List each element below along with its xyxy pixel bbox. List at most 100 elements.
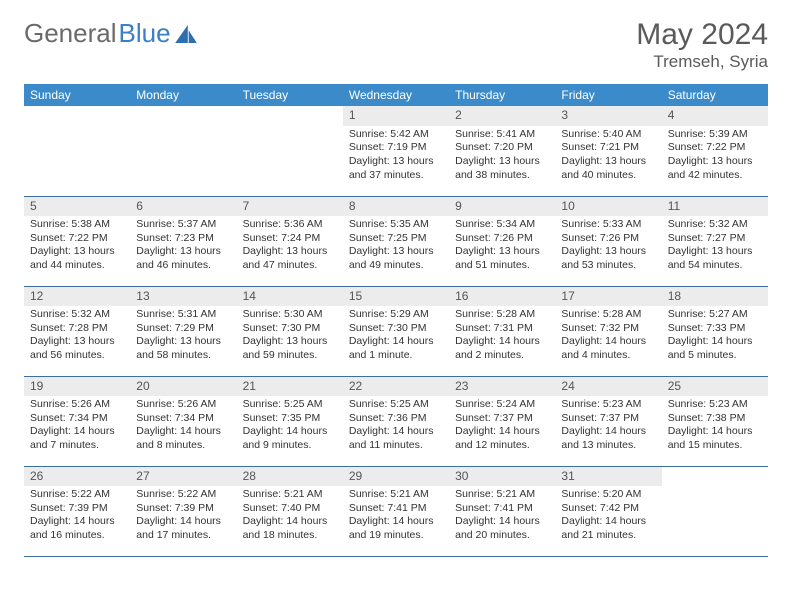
sunset-line: Sunset: 7:24 PM: [243, 232, 337, 246]
calendar-row: 26Sunrise: 5:22 AMSunset: 7:39 PMDayligh…: [24, 466, 768, 556]
daylight-line: Daylight: 14 hours and 4 minutes.: [561, 335, 655, 362]
daylight-line: Daylight: 14 hours and 19 minutes.: [349, 515, 443, 542]
brand-part2: Blue: [119, 18, 171, 49]
month-title: May 2024: [636, 18, 768, 52]
day-body: Sunrise: 5:38 AMSunset: 7:22 PMDaylight:…: [24, 216, 130, 277]
sunset-line: Sunset: 7:22 PM: [668, 141, 762, 155]
calendar-cell: [130, 106, 236, 196]
sunset-line: Sunset: 7:39 PM: [136, 502, 230, 516]
calendar-cell: 8Sunrise: 5:35 AMSunset: 7:25 PMDaylight…: [343, 196, 449, 286]
calendar-cell: 2Sunrise: 5:41 AMSunset: 7:20 PMDaylight…: [449, 106, 555, 196]
daylight-line: Daylight: 14 hours and 18 minutes.: [243, 515, 337, 542]
calendar-cell: 19Sunrise: 5:26 AMSunset: 7:34 PMDayligh…: [24, 376, 130, 466]
day-body: Sunrise: 5:28 AMSunset: 7:31 PMDaylight:…: [449, 306, 555, 367]
sunset-line: Sunset: 7:32 PM: [561, 322, 655, 336]
calendar-cell: 25Sunrise: 5:23 AMSunset: 7:38 PMDayligh…: [662, 376, 768, 466]
sunset-line: Sunset: 7:29 PM: [136, 322, 230, 336]
day-number: 10: [555, 197, 661, 217]
sunrise-line: Sunrise: 5:30 AM: [243, 308, 337, 322]
calendar-cell: 1Sunrise: 5:42 AMSunset: 7:19 PMDaylight…: [343, 106, 449, 196]
sunset-line: Sunset: 7:28 PM: [30, 322, 124, 336]
calendar-row: 5Sunrise: 5:38 AMSunset: 7:22 PMDaylight…: [24, 196, 768, 286]
day-number: 11: [662, 197, 768, 217]
sunrise-line: Sunrise: 5:36 AM: [243, 218, 337, 232]
day-number: 19: [24, 377, 130, 397]
day-body: Sunrise: 5:37 AMSunset: 7:23 PMDaylight:…: [130, 216, 236, 277]
calendar-cell: 5Sunrise: 5:38 AMSunset: 7:22 PMDaylight…: [24, 196, 130, 286]
calendar-cell: 29Sunrise: 5:21 AMSunset: 7:41 PMDayligh…: [343, 466, 449, 556]
day-number: 9: [449, 197, 555, 217]
sunset-line: Sunset: 7:27 PM: [668, 232, 762, 246]
daylight-line: Daylight: 13 hours and 40 minutes.: [561, 155, 655, 182]
sunset-line: Sunset: 7:33 PM: [668, 322, 762, 336]
sunrise-line: Sunrise: 5:25 AM: [243, 398, 337, 412]
sunrise-line: Sunrise: 5:37 AM: [136, 218, 230, 232]
sunset-line: Sunset: 7:31 PM: [455, 322, 549, 336]
daylight-line: Daylight: 14 hours and 13 minutes.: [561, 425, 655, 452]
sunset-line: Sunset: 7:22 PM: [30, 232, 124, 246]
day-number: 20: [130, 377, 236, 397]
daylight-line: Daylight: 13 hours and 49 minutes.: [349, 245, 443, 272]
brand-logo: GeneralBlue: [24, 18, 197, 49]
sunset-line: Sunset: 7:38 PM: [668, 412, 762, 426]
sunrise-line: Sunrise: 5:40 AM: [561, 128, 655, 142]
daylight-line: Daylight: 14 hours and 12 minutes.: [455, 425, 549, 452]
sunrise-line: Sunrise: 5:27 AM: [668, 308, 762, 322]
daylight-line: Daylight: 14 hours and 17 minutes.: [136, 515, 230, 542]
sunset-line: Sunset: 7:35 PM: [243, 412, 337, 426]
sunrise-line: Sunrise: 5:28 AM: [561, 308, 655, 322]
calendar-cell: [237, 106, 343, 196]
day-number: 18: [662, 287, 768, 307]
sunrise-line: Sunrise: 5:38 AM: [30, 218, 124, 232]
weekday-header: Tuesday: [237, 84, 343, 106]
sunrise-line: Sunrise: 5:31 AM: [136, 308, 230, 322]
day-number: 23: [449, 377, 555, 397]
daylight-line: Daylight: 14 hours and 21 minutes.: [561, 515, 655, 542]
sunrise-line: Sunrise: 5:32 AM: [30, 308, 124, 322]
day-number: 21: [237, 377, 343, 397]
weekday-header: Saturday: [662, 84, 768, 106]
daylight-line: Daylight: 13 hours and 56 minutes.: [30, 335, 124, 362]
day-body: Sunrise: 5:23 AMSunset: 7:37 PMDaylight:…: [555, 396, 661, 457]
calendar-cell: 16Sunrise: 5:28 AMSunset: 7:31 PMDayligh…: [449, 286, 555, 376]
day-body: Sunrise: 5:26 AMSunset: 7:34 PMDaylight:…: [24, 396, 130, 457]
sail-icon: [175, 25, 197, 43]
calendar-cell: 26Sunrise: 5:22 AMSunset: 7:39 PMDayligh…: [24, 466, 130, 556]
day-number: 12: [24, 287, 130, 307]
day-number: 30: [449, 467, 555, 487]
daylight-line: Daylight: 13 hours and 37 minutes.: [349, 155, 443, 182]
daylight-line: Daylight: 13 hours and 46 minutes.: [136, 245, 230, 272]
calendar-cell: 30Sunrise: 5:21 AMSunset: 7:41 PMDayligh…: [449, 466, 555, 556]
day-number: 6: [130, 197, 236, 217]
daylight-line: Daylight: 13 hours and 59 minutes.: [243, 335, 337, 362]
day-body: Sunrise: 5:22 AMSunset: 7:39 PMDaylight:…: [130, 486, 236, 547]
day-number: 16: [449, 287, 555, 307]
sunset-line: Sunset: 7:40 PM: [243, 502, 337, 516]
weekday-header: Friday: [555, 84, 661, 106]
day-body: Sunrise: 5:40 AMSunset: 7:21 PMDaylight:…: [555, 126, 661, 187]
calendar-cell: 24Sunrise: 5:23 AMSunset: 7:37 PMDayligh…: [555, 376, 661, 466]
sunrise-line: Sunrise: 5:21 AM: [243, 488, 337, 502]
day-number: 31: [555, 467, 661, 487]
daylight-line: Daylight: 14 hours and 7 minutes.: [30, 425, 124, 452]
sunrise-line: Sunrise: 5:39 AM: [668, 128, 762, 142]
daylight-line: Daylight: 13 hours and 51 minutes.: [455, 245, 549, 272]
day-number: 14: [237, 287, 343, 307]
daylight-line: Daylight: 14 hours and 11 minutes.: [349, 425, 443, 452]
day-number: 8: [343, 197, 449, 217]
day-body: Sunrise: 5:29 AMSunset: 7:30 PMDaylight:…: [343, 306, 449, 367]
weekday-header: Thursday: [449, 84, 555, 106]
day-number: 7: [237, 197, 343, 217]
day-number: 17: [555, 287, 661, 307]
calendar-cell: 27Sunrise: 5:22 AMSunset: 7:39 PMDayligh…: [130, 466, 236, 556]
day-number: 26: [24, 467, 130, 487]
daylight-line: Daylight: 13 hours and 38 minutes.: [455, 155, 549, 182]
sunset-line: Sunset: 7:41 PM: [349, 502, 443, 516]
calendar-cell: 20Sunrise: 5:26 AMSunset: 7:34 PMDayligh…: [130, 376, 236, 466]
sunrise-line: Sunrise: 5:20 AM: [561, 488, 655, 502]
sunrise-line: Sunrise: 5:25 AM: [349, 398, 443, 412]
sunrise-line: Sunrise: 5:21 AM: [455, 488, 549, 502]
sunset-line: Sunset: 7:34 PM: [30, 412, 124, 426]
daylight-line: Daylight: 13 hours and 53 minutes.: [561, 245, 655, 272]
day-body: Sunrise: 5:26 AMSunset: 7:34 PMDaylight:…: [130, 396, 236, 457]
